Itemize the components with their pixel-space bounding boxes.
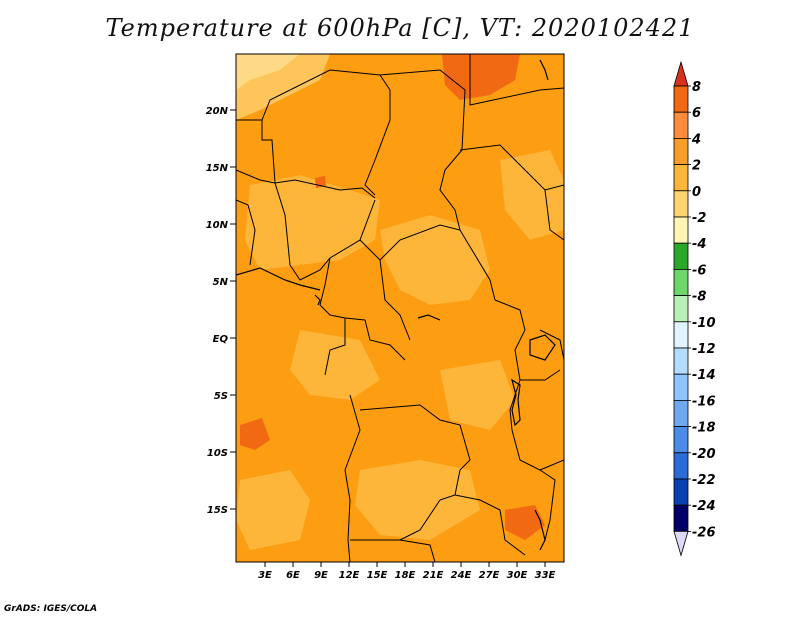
lakes-and-coast bbox=[236, 59, 556, 551]
country-borders bbox=[236, 54, 564, 562]
colorbar-label: -14 bbox=[692, 368, 716, 383]
colorbar-segment bbox=[673, 478, 689, 506]
colorbar-label: -10 bbox=[692, 316, 716, 331]
light-patch-southern bbox=[355, 460, 480, 540]
colorbar-label: -18 bbox=[692, 421, 716, 436]
lon-label-21e: 21E bbox=[423, 570, 444, 581]
lon-label-33e: 33E bbox=[535, 570, 556, 581]
colorbar-segment bbox=[673, 399, 689, 427]
colorbar-segment bbox=[673, 268, 689, 296]
lat-label-10n: 10N bbox=[206, 220, 229, 231]
map-title: Temperature at 600hPa [C], VT: 202010242… bbox=[105, 14, 695, 42]
colorbar-label: -16 bbox=[692, 394, 716, 409]
lon-labels: 3E 6E 9E 12E 15E 18E 21E 24E 27E 30E 33E bbox=[258, 570, 555, 581]
lat-label-eq: EQ bbox=[213, 334, 229, 345]
colorbar-label: -26 bbox=[692, 525, 716, 540]
lat-label-5n: 5N bbox=[213, 277, 229, 288]
colorbar-label: -6 bbox=[692, 263, 706, 278]
colorbar-label: -2 bbox=[692, 211, 706, 226]
lat-label-20n: 20N bbox=[206, 106, 229, 117]
lat-label-10s: 10S bbox=[207, 448, 228, 459]
lat-label-15n: 15N bbox=[206, 163, 229, 174]
colorbar-segment bbox=[673, 504, 689, 532]
colorbar-segment bbox=[673, 85, 689, 113]
colorbar-label: -20 bbox=[692, 447, 716, 462]
grads-credit: GrADS: IGES/COLA bbox=[4, 604, 98, 614]
colorbar-label: -8 bbox=[692, 290, 706, 305]
lon-label-27e: 27E bbox=[479, 570, 500, 581]
colorbar-arrow-top bbox=[673, 60, 689, 87]
colorbar-label: -4 bbox=[692, 237, 706, 252]
lon-label-18e: 18E bbox=[395, 570, 416, 581]
lat-label-15s: 15S bbox=[207, 505, 228, 516]
lat-label-5s: 5S bbox=[214, 391, 228, 402]
hot-patch-ne bbox=[442, 54, 520, 100]
lon-label-24e: 24E bbox=[451, 570, 472, 581]
lon-label-15e: 15E bbox=[367, 570, 388, 581]
light-patch-sw bbox=[236, 470, 310, 550]
hot-patch-mozambique bbox=[505, 505, 545, 540]
lat-ticks bbox=[230, 109, 236, 510]
light-patch-west-africa bbox=[245, 175, 380, 270]
colorbar-label: 0 bbox=[692, 185, 701, 200]
colorbar-segment bbox=[673, 347, 689, 375]
lon-label-12e: 12E bbox=[339, 570, 360, 581]
colorbar-label: -22 bbox=[692, 473, 716, 488]
colorbar-segment bbox=[673, 216, 689, 244]
lon-label-3e: 3E bbox=[258, 570, 272, 581]
colorbar-segment bbox=[673, 190, 689, 218]
lon-label-6e: 6E bbox=[286, 570, 300, 581]
temperature-field bbox=[236, 54, 564, 562]
colorbar-segment bbox=[673, 295, 689, 323]
colorbar-segment bbox=[673, 452, 689, 480]
colorbar-segment bbox=[673, 373, 689, 401]
map-frame bbox=[235, 53, 565, 563]
colorbar-label: 2 bbox=[692, 159, 701, 174]
lon-label-30e: 30E bbox=[507, 570, 528, 581]
colorbar-label: 8 bbox=[692, 80, 701, 95]
light-patch-great-lakes bbox=[440, 360, 515, 430]
colorbar-segment bbox=[673, 164, 689, 192]
light-patch-nw bbox=[236, 54, 300, 90]
colorbar-arrow-bottom bbox=[673, 531, 689, 557]
light-patch-congo bbox=[290, 330, 380, 400]
hot-patch-angola bbox=[240, 418, 270, 450]
colorbar-label: -24 bbox=[692, 499, 716, 514]
lon-label-9e: 9E bbox=[314, 570, 328, 581]
colorbar-segment bbox=[673, 426, 689, 454]
colorbar-segment bbox=[673, 137, 689, 165]
colorbar-label: 6 bbox=[692, 106, 701, 121]
lat-labels: 20N 15N 10N 5N EQ 5S 10S 15S bbox=[206, 106, 229, 516]
colorbar-segment bbox=[673, 321, 689, 349]
colorbar-label: -12 bbox=[692, 342, 716, 357]
lon-ticks bbox=[264, 562, 546, 567]
colorbar-segment bbox=[673, 242, 689, 270]
colorbar: 8 6 4 2 0 -2 -4 -6 -8 -10 -12 -14 -16 -18 -20 -22 -24 -26 bbox=[673, 60, 716, 557]
colorbar-label: 4 bbox=[691, 132, 701, 147]
colorbar-segment bbox=[673, 111, 689, 139]
